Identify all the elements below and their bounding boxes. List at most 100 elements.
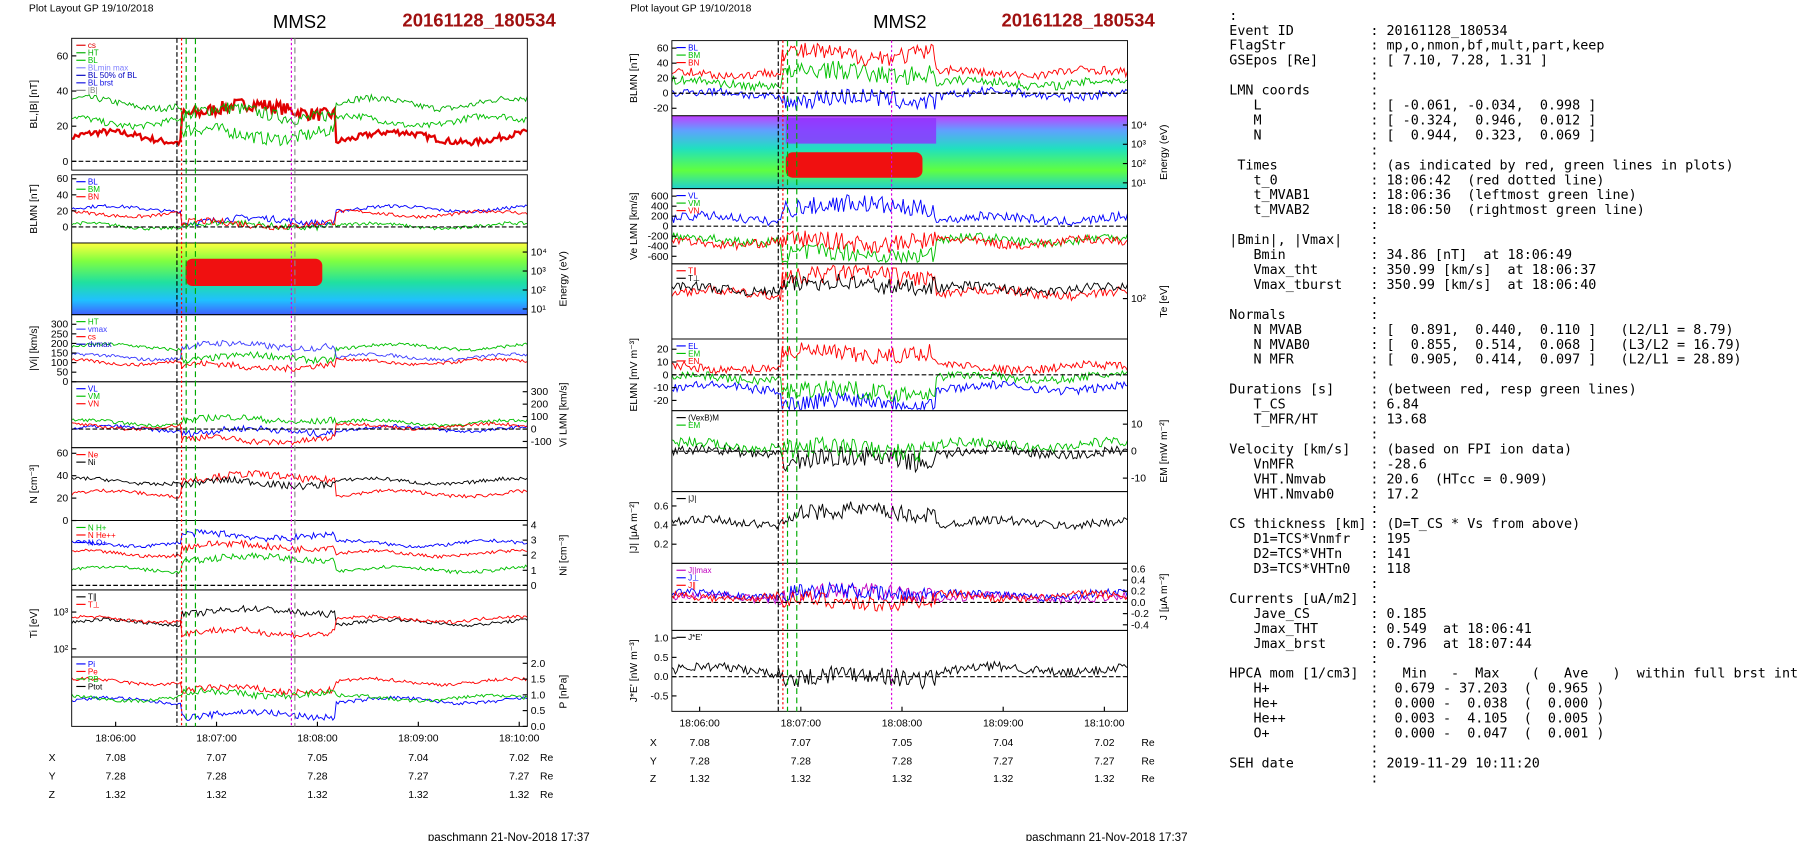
y-tick-label: 10 — [657, 357, 669, 368]
info-key: Jave_CS — [1229, 607, 1310, 622]
panel-frame — [71, 589, 528, 658]
y-tick-label: 40 — [657, 59, 669, 70]
panel-frame — [671, 40, 1128, 117]
legend-label: vmax — [88, 325, 107, 334]
y-tick-label: 0.4 — [654, 521, 669, 532]
y-axis-label: Te [eV] — [1159, 285, 1170, 317]
trace — [71, 687, 528, 704]
legend-label: J*E' — [688, 633, 703, 642]
y-tick-label: -0.4 — [1131, 620, 1149, 631]
y-tick-label: 600 — [651, 192, 669, 203]
info-value: : [ 7.10, 7.28, 1.31 ] — [1370, 54, 1548, 69]
y-tick-label: 60 — [57, 174, 69, 185]
y-axis-label: BLMN [nT] — [629, 53, 640, 103]
trace — [671, 369, 1128, 403]
info-value: : — [1370, 84, 1378, 99]
legend-label: VL — [688, 191, 698, 200]
info-value: : 0.000 - 0.038 ( 0.000 ) — [1370, 697, 1604, 712]
position-unit: Re — [1141, 738, 1155, 749]
y-tick-label: 0 — [1131, 447, 1137, 458]
position-unit: Re — [540, 753, 554, 764]
y-tick-label: 0 — [62, 222, 68, 233]
legend-label: Pe — [88, 667, 98, 676]
info-value: : — [1370, 771, 1378, 786]
info-key: H+ — [1229, 682, 1269, 697]
position-value: 1.32 — [791, 774, 811, 785]
trace — [671, 501, 1128, 531]
info-key: He+ — [1229, 697, 1277, 712]
legend-label: VN — [88, 400, 99, 409]
info-value: : [ 0.891, 0.440, 0.110 ] (L2/L1 = 8.79) — [1370, 323, 1733, 338]
y-axis-label: Energy (eV) — [1159, 124, 1170, 179]
plot-header: Plot layout GP 19/10/2018 — [630, 4, 751, 15]
info-key: LMN coords — [1229, 84, 1310, 99]
x-tick-label: 18:09:00 — [983, 718, 1024, 729]
info-value: : — [1370, 741, 1378, 756]
trace — [71, 356, 528, 373]
legend-label: BM — [688, 51, 700, 60]
trace — [71, 339, 528, 362]
info-value: : [ 0.944, 0.323, 0.069 ] — [1370, 128, 1596, 143]
position-value: 7.27 — [1094, 757, 1114, 768]
x-tick-label: 18:07:00 — [781, 718, 822, 729]
position-value: 7.07 — [206, 753, 226, 764]
content: Plot Layout GP 19/10/2018 MMS2 20161128_18… — [29, 4, 1798, 841]
legend-label: EL — [688, 342, 698, 351]
y-tick-label: 60 — [57, 449, 69, 460]
info-value: : 141 — [1370, 547, 1410, 562]
y-tick-label: -20 — [653, 396, 668, 407]
y-tick-label: 1.5 — [531, 675, 546, 686]
trace — [671, 342, 1128, 377]
position-unit: Re — [540, 790, 554, 801]
info-value: : — [1370, 218, 1378, 233]
info-value: : 6.84 — [1370, 398, 1418, 413]
info-value: : 13.68 — [1370, 413, 1427, 428]
info-value: : 18:06:42 (red dotted line) — [1370, 173, 1604, 188]
trace — [671, 264, 1128, 302]
panel-frame — [71, 447, 528, 521]
position-label: Z — [49, 790, 56, 801]
y-tick-label: -400 — [648, 242, 669, 253]
trace — [671, 194, 1128, 227]
y-tick-label: 200 — [51, 339, 69, 350]
legend-label: N H+ — [88, 523, 107, 532]
legend-label: T∥ — [88, 593, 97, 602]
position-value: 7.27 — [993, 757, 1013, 768]
y-tick-label: 0.6 — [1131, 564, 1146, 575]
panel-frame — [71, 656, 528, 727]
panel: 10¹ 10² 10³ 10⁴ Energy (eV) — [671, 115, 1170, 189]
info-value: : 0.796 at 18:07:44 — [1370, 637, 1531, 652]
y-axis-label: Energy (eV) — [559, 251, 570, 306]
position-value: 7.04 — [408, 753, 428, 764]
panel: N H+N He++N O+ 0 1 2 3 4 Ni [cm⁻³] — [71, 520, 570, 592]
info-key: M — [1229, 113, 1261, 128]
y-tick-label: 100 — [531, 412, 549, 423]
legend-label: VM — [688, 199, 700, 208]
panel: (VexB)MEM -10 0 10 EM [mW m⁻²] — [671, 410, 1170, 493]
y-tick-label: 0.5 — [654, 653, 669, 664]
legend-label: BN — [688, 58, 699, 67]
trace — [671, 435, 1128, 463]
y-tick-label: 0 — [531, 581, 537, 592]
y-tick-label: 400 — [651, 202, 669, 213]
info-value: : (D=T_CS * Vs from above) — [1370, 517, 1580, 532]
legend-label: J⊥ — [688, 574, 699, 583]
panel-frame — [71, 37, 528, 171]
info-value: : — [1370, 427, 1378, 442]
info-value: : (between red, resp green lines) — [1370, 383, 1636, 398]
y-axis-label: J*E' [nW m⁻³] — [629, 639, 640, 702]
y-axis-label: N [cm⁻³] — [29, 465, 40, 504]
y-tick-label: -0.2 — [1131, 609, 1149, 620]
y-tick-label: 0.4 — [1131, 576, 1146, 587]
legend-label: J||max — [688, 566, 712, 575]
trace — [71, 539, 528, 559]
info-key: |Bmin|, |Vmax| — [1229, 233, 1342, 248]
x-tick-label: 18:08:00 — [882, 718, 923, 729]
y-tick-label: 20 — [57, 206, 69, 217]
legend-label: dvmax — [88, 340, 112, 349]
trace — [671, 60, 1128, 92]
panel: J*E' -0.5 0.0 0.5 1.0 J*E' [nW m⁻³] — [629, 629, 1128, 712]
